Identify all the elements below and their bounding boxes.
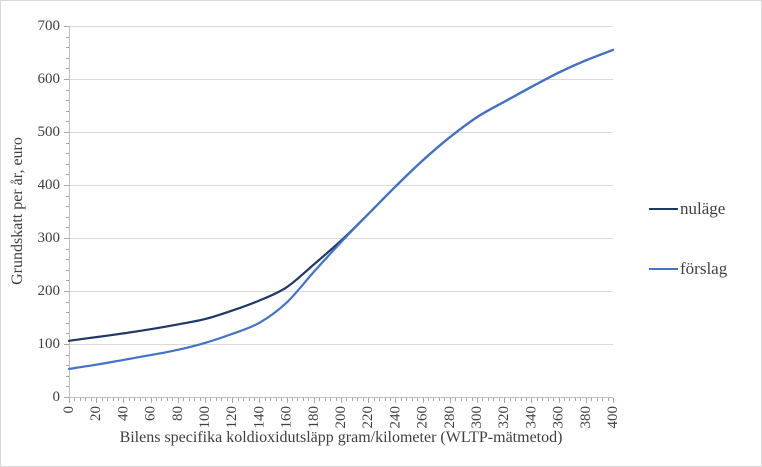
x-tick-label: 160 xyxy=(279,406,295,429)
x-tick-label: 20 xyxy=(88,406,104,421)
y-tick-label: 700 xyxy=(38,18,61,34)
y-tick-label: 0 xyxy=(53,389,61,405)
x-tick-label: 340 xyxy=(523,406,539,429)
y-tick-label: 300 xyxy=(38,230,61,246)
legend-item-nulage: nuläge xyxy=(649,198,727,220)
series-line-förslag xyxy=(67,48,615,370)
forslag-line-swatch xyxy=(649,268,678,270)
x-tick-label: 180 xyxy=(306,406,322,429)
x-tick-label: 240 xyxy=(387,406,403,429)
x-tick-label: 60 xyxy=(143,406,159,421)
x-tick-label: 80 xyxy=(170,406,186,421)
x-tick-label: 100 xyxy=(197,406,213,429)
x-tick-label: 280 xyxy=(442,406,458,429)
y-tick-label: 100 xyxy=(38,336,61,352)
x-tick-label: 260 xyxy=(415,406,431,429)
x-tick-label: 120 xyxy=(224,406,240,429)
x-tick-label: 220 xyxy=(360,406,376,429)
legend-item-forslag: förslag xyxy=(649,258,727,280)
y-tick-label: 500 xyxy=(38,124,61,140)
y-tick-label: 200 xyxy=(38,283,61,299)
legend: nuläge förslag xyxy=(649,198,727,318)
x-tick-label: 360 xyxy=(551,406,567,429)
legend-label-forslag: förslag xyxy=(680,259,728,278)
y-tick-label: 600 xyxy=(38,71,61,87)
y-axis-title: Grundskatt per år, euro xyxy=(9,137,26,285)
x-tick-label: 200 xyxy=(333,406,349,429)
x-tick-label: 320 xyxy=(496,406,512,429)
x-tick-label: 140 xyxy=(251,406,267,429)
y-tick-label: 400 xyxy=(38,177,61,193)
x-tick-label: 40 xyxy=(115,406,131,421)
legend-label-nulage: nuläge xyxy=(680,199,726,218)
series-line-nuläge xyxy=(67,48,615,342)
x-tick-label: 400 xyxy=(605,406,621,429)
nulage-line-swatch xyxy=(649,208,678,210)
x-tick-label: 380 xyxy=(578,406,594,429)
x-axis-title: Bilens specifika koldioxidutsläpp gram/k… xyxy=(119,429,563,446)
x-tick-label: 0 xyxy=(61,406,77,414)
x-tick-label: 300 xyxy=(469,406,485,429)
